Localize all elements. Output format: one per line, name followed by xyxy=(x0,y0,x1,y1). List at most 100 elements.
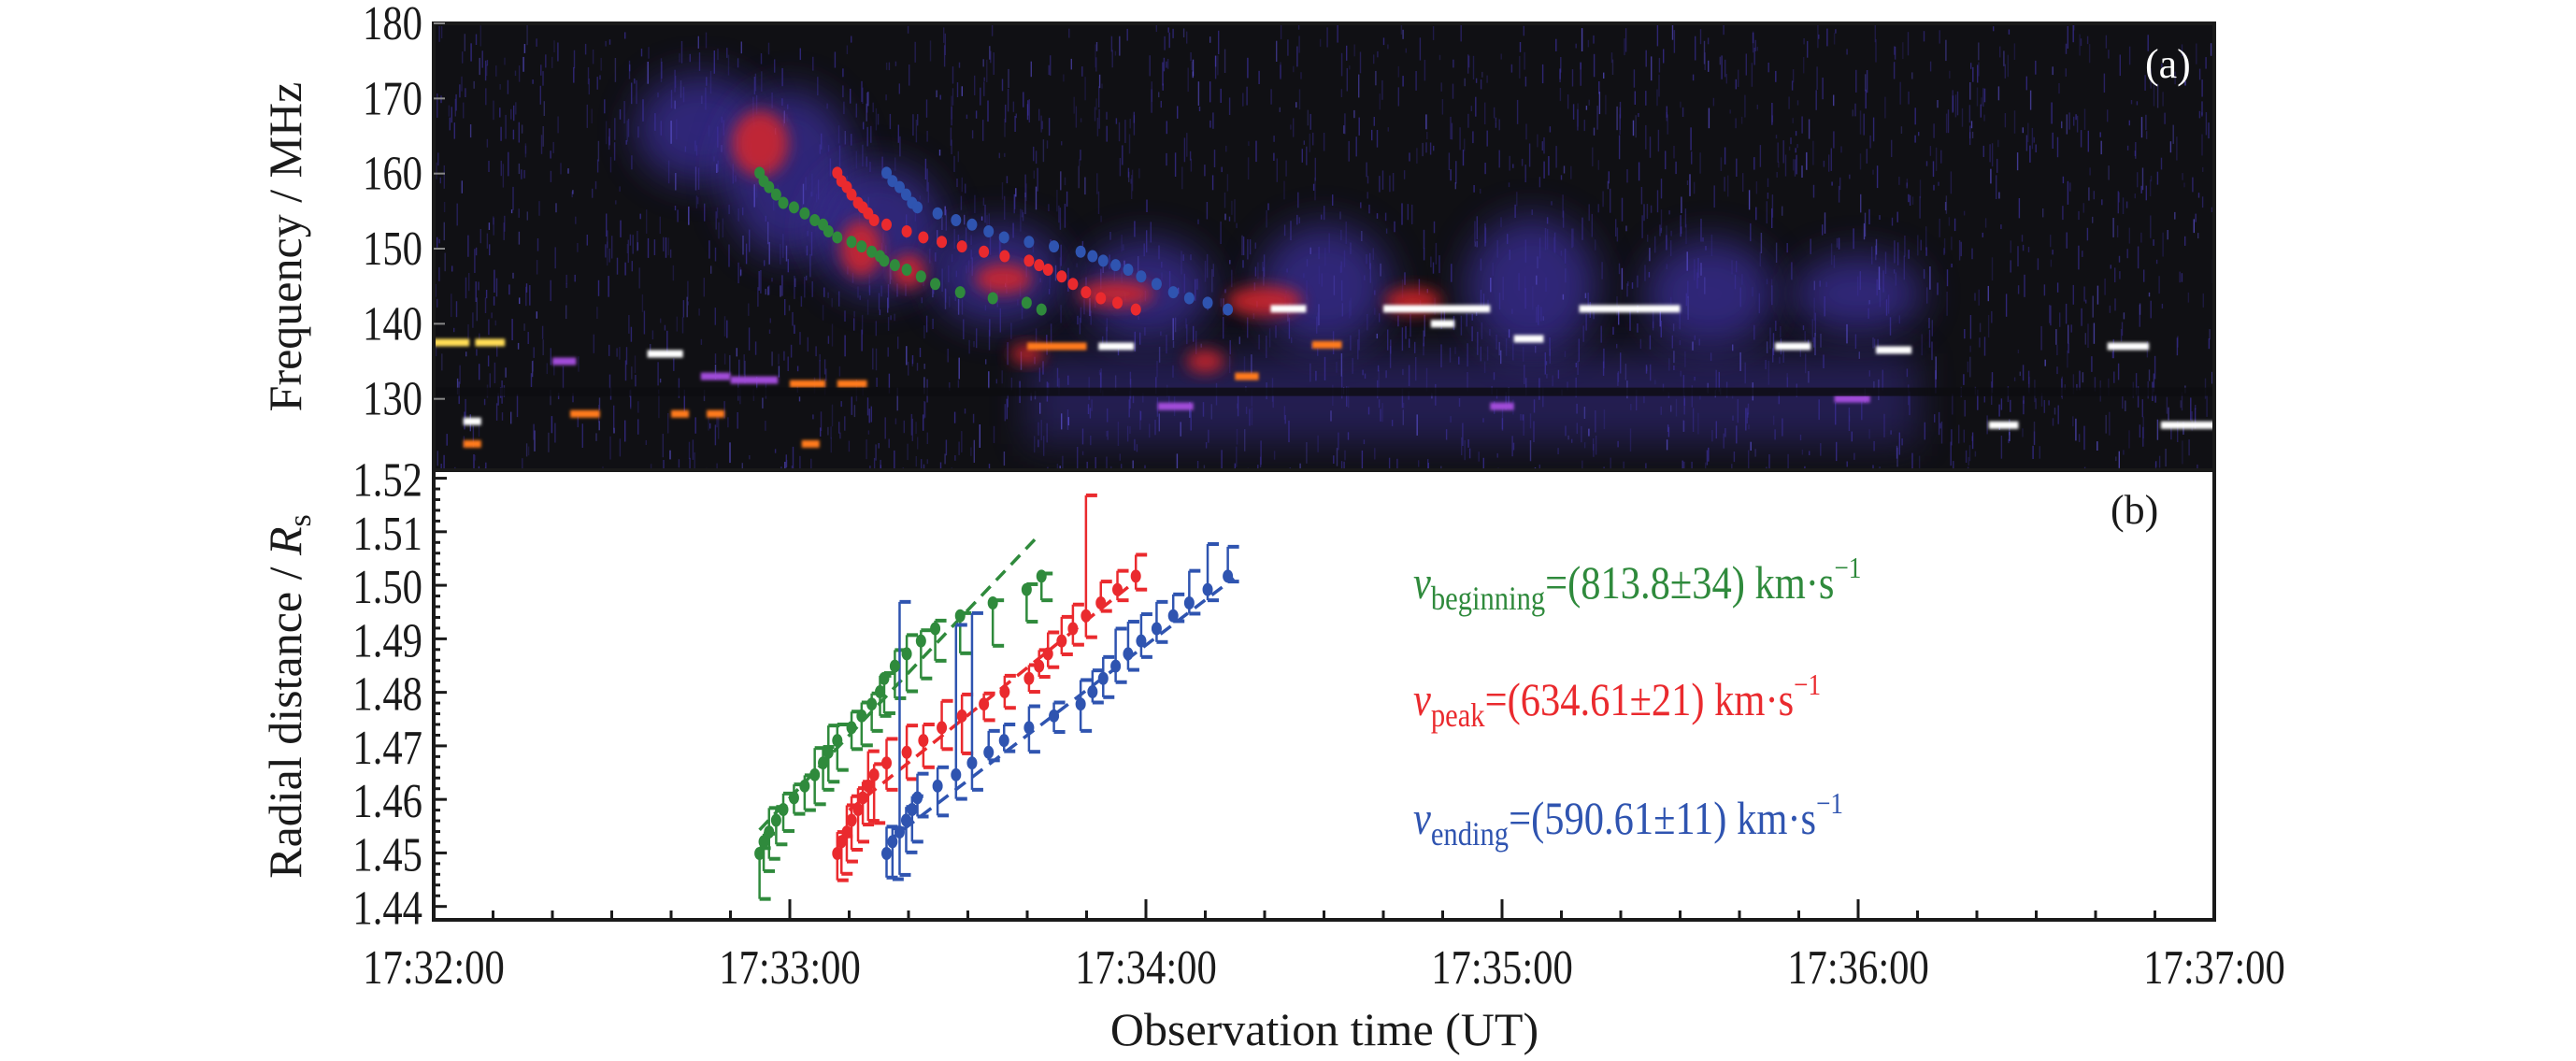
spectrogram-streak xyxy=(1021,257,1023,263)
spectrogram-streak xyxy=(1178,287,1180,294)
spectrogram-streak xyxy=(2033,422,2036,446)
spectrogram-streak xyxy=(1133,115,1136,136)
spectrogram-streak xyxy=(1786,373,1788,387)
spectrogram-streak xyxy=(838,145,841,167)
spectrogram-streak xyxy=(2201,134,2203,156)
spectrogram-streak xyxy=(684,146,687,152)
spectrogram-streak xyxy=(993,425,995,443)
spectrogram-streak xyxy=(1565,268,1567,283)
spectrogram-streak xyxy=(732,164,734,184)
spectrogram-streak xyxy=(769,318,771,323)
velocity-symbol: v xyxy=(1413,558,1431,609)
spectrogram-streak xyxy=(857,286,859,298)
spectrogram-streak xyxy=(1872,465,1874,470)
spectrogram-streak xyxy=(627,119,630,137)
spectrogram-streak xyxy=(533,347,535,358)
spectrogram-streak xyxy=(2065,43,2068,54)
spectrogram-streak xyxy=(1680,226,1682,235)
spectrogram-streak xyxy=(1475,78,1478,83)
spectrogram-streak xyxy=(2025,135,2028,151)
spectrogram-streak xyxy=(1312,132,1314,146)
spectrogram-streak xyxy=(1007,89,1009,112)
spectrogram-streak xyxy=(1738,69,1739,87)
spectrogram-streak xyxy=(1791,80,1794,91)
data-point-ending xyxy=(1123,647,1134,661)
spectrogram-streak xyxy=(982,59,984,67)
spectrogram-streak xyxy=(1380,409,1381,422)
spectrogram-streak xyxy=(550,151,551,159)
spectrogram-streak xyxy=(670,90,673,108)
spectrogram-streak xyxy=(2072,374,2075,394)
spectrogram-streak xyxy=(1013,194,1015,214)
spectrogram-streak xyxy=(1668,358,1670,371)
spectrogram-streak xyxy=(970,235,972,245)
spectrogram-streak xyxy=(1134,221,1136,237)
spectrogram-streak xyxy=(1367,192,1368,199)
spectrogram-streak xyxy=(1868,300,1870,305)
spectrogram-streak xyxy=(453,122,455,139)
spectrogram-streak xyxy=(2000,436,2003,459)
spectrogram-streak xyxy=(1861,399,1863,421)
spectrogram-streak xyxy=(1815,90,1817,110)
spectrogram-streak xyxy=(1656,24,1659,47)
spectrogram-streak xyxy=(1660,406,1662,415)
spectrogram-streak xyxy=(1508,182,1510,188)
spectrogram-streak xyxy=(1346,386,1348,407)
spectrogram-streak xyxy=(1978,62,1980,77)
spectrogram-streak xyxy=(546,363,548,375)
spectrogram-spike xyxy=(707,409,725,418)
spectrogram-streak xyxy=(773,200,775,211)
spectrogram-streak xyxy=(1481,322,1483,340)
data-point-peak xyxy=(1067,622,1079,636)
spectrogram-streak xyxy=(1012,101,1015,112)
spectrogram-streak xyxy=(542,126,544,147)
spectrogram-streak xyxy=(1563,165,1566,174)
spectrogram-streak xyxy=(870,406,872,423)
x-tick-label: 17:34:00 xyxy=(1075,941,1217,995)
spectrogram-streak xyxy=(485,462,487,470)
spectrogram-streak xyxy=(923,401,926,418)
spectrogram-streak xyxy=(957,235,960,241)
spectrogram-streak xyxy=(1507,234,1509,245)
spectrogram-streak xyxy=(1204,165,1206,177)
spectrogram-streak xyxy=(907,25,909,34)
spectrogram-streak xyxy=(1373,54,1375,65)
data-point-ending xyxy=(1049,709,1060,723)
spectrogram-streak xyxy=(1775,242,1778,263)
spectrogram-streak xyxy=(1971,432,1974,450)
spectrogram-streak xyxy=(1340,89,1343,97)
spectrogram-streak xyxy=(2166,396,2168,414)
spectrogram-streak xyxy=(1176,453,1179,470)
spectrogram-streak xyxy=(1617,440,1619,448)
spectrogram-streak xyxy=(1136,444,1138,452)
spectrogram-streak xyxy=(1846,49,1848,55)
spectrogram-streak xyxy=(500,160,502,177)
spectrogram-streak xyxy=(1025,261,1027,278)
spectrogram-streak xyxy=(1610,457,1611,470)
spectrogram-streak xyxy=(2196,43,2197,65)
spectrogram-streak xyxy=(1458,398,1461,408)
spectrogram-streak xyxy=(1358,117,1360,136)
spectrogram-streak xyxy=(1158,245,1160,260)
spectrogram-streak xyxy=(1505,338,1508,356)
spectrogram-streak xyxy=(714,247,717,262)
spectrogram-streak xyxy=(911,355,914,365)
spectrogram-streak xyxy=(1341,303,1343,317)
spectrogram-streak xyxy=(518,122,520,143)
spectrogram-streak xyxy=(1066,409,1069,430)
spectrogram-streak xyxy=(2040,325,2042,351)
spectrogram-streak xyxy=(1192,59,1195,77)
spectrogram-streak xyxy=(1983,396,1985,403)
spectrogram-streak xyxy=(985,359,987,365)
spectrogram-streak xyxy=(980,216,983,221)
spectrogram-streak xyxy=(1903,255,1905,280)
spectrogram-streak xyxy=(1794,159,1796,177)
spectrogram-streak xyxy=(478,281,479,291)
spectrogram-streak xyxy=(1519,55,1521,79)
spectrogram-streak xyxy=(499,84,501,90)
spectrogram-streak xyxy=(2075,418,2077,441)
spectrogram-streak xyxy=(538,201,540,216)
spectrogram-streak xyxy=(761,71,763,92)
spectrogram-streak xyxy=(1884,96,1886,119)
velocity-symbol: v xyxy=(1413,794,1431,845)
